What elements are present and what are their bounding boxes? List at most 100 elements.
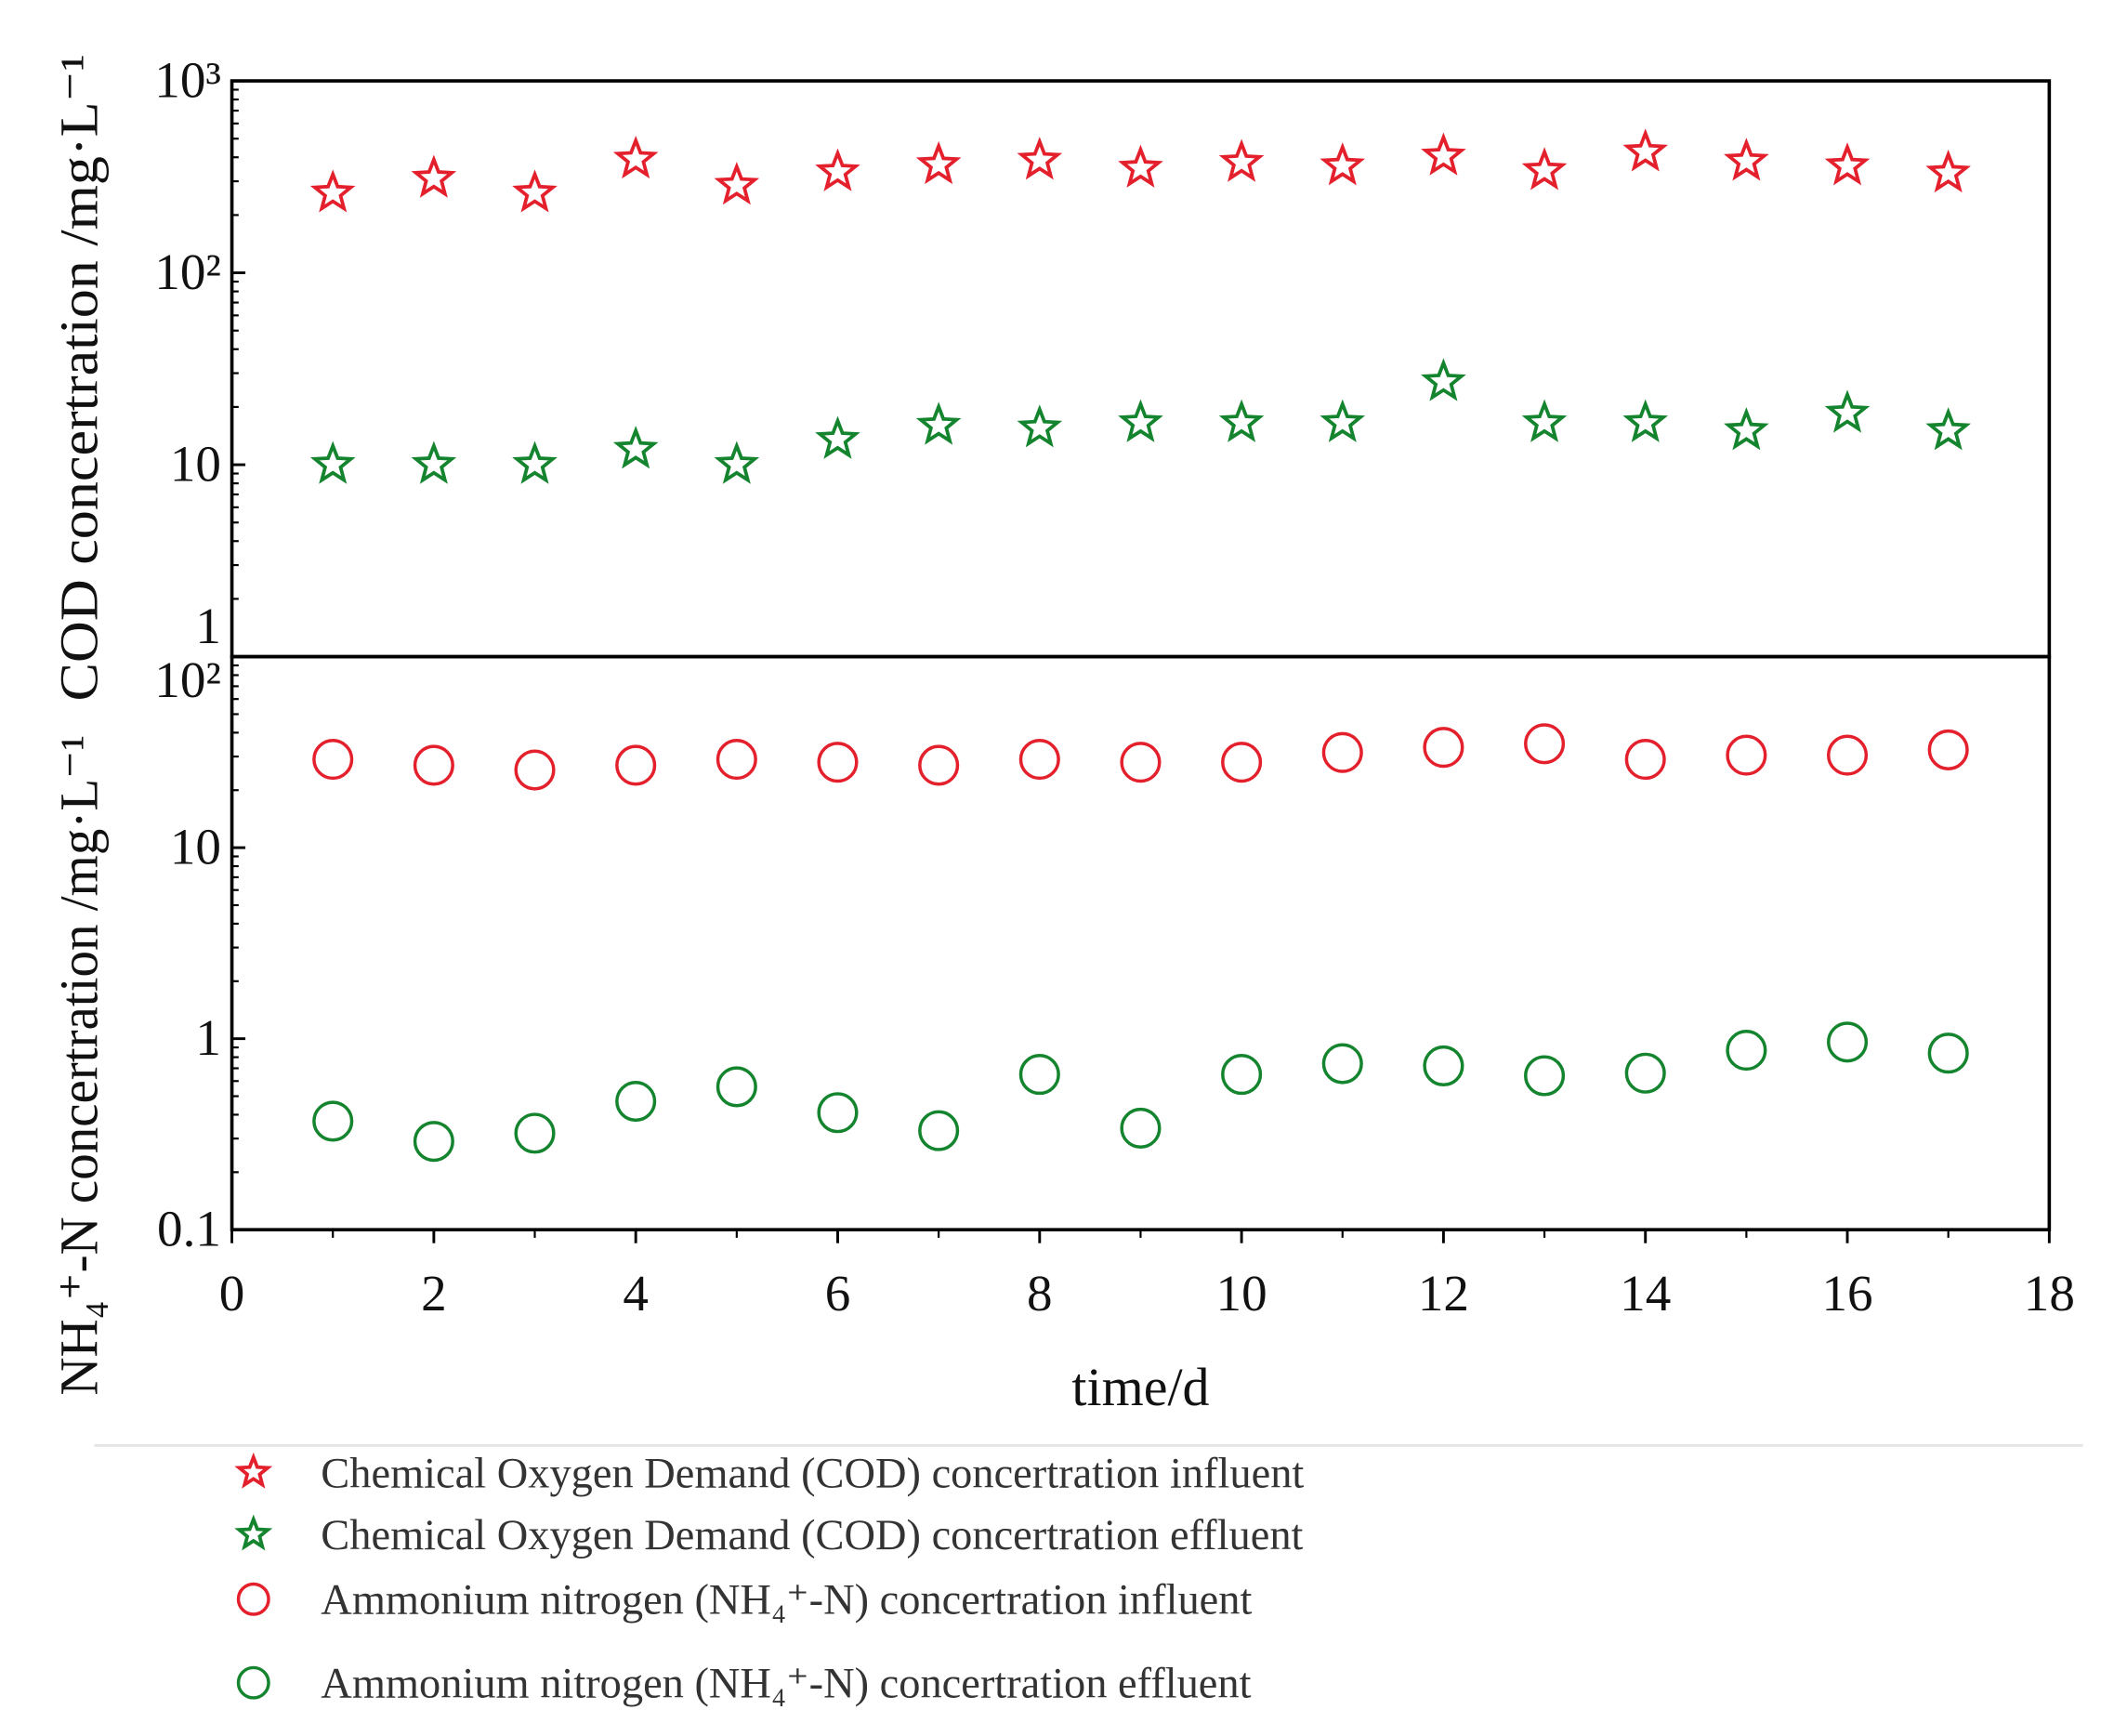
star-marker [1925,407,1971,451]
legend-marker [234,1452,273,1489]
circle-marker [615,1081,657,1123]
circle-marker [1120,1107,1162,1150]
circle-marker [918,1110,960,1151]
circle-marker [1726,734,1767,776]
star-marker [1421,358,1466,401]
circle-marker [1927,1032,1969,1074]
star-marker [1925,149,1971,193]
circle-marker [615,744,657,786]
star-marker [1824,389,1871,433]
x-tick-label: 0 [219,1265,245,1322]
y-tick-label: 10 [170,819,221,875]
star-marker [512,169,558,213]
circle-marker [1321,731,1363,773]
x-tick-label: 2 [421,1265,447,1322]
legend-label: Ammonium nitrogen (NH₄⁺-N) concertration… [321,1577,1252,1624]
star-marker [1218,138,1265,182]
circle-marker [817,742,859,783]
circle-marker [514,1112,556,1154]
y-tick-label: 1 [195,598,221,654]
x-axis-label: time/d [1071,1357,1209,1417]
legend-marker [234,1514,273,1551]
star-marker [714,162,760,205]
star-marker [1017,404,1063,448]
circle-marker [1726,1030,1767,1072]
star-marker [612,135,659,179]
star-marker [411,441,457,484]
y-tick-label: 10² [154,651,221,708]
y-axis-label: COD concertration /mg·L⁻¹ [48,54,109,701]
star-marker [714,441,760,484]
y-tick-label: 10³ [154,51,221,108]
circle-marker [1826,734,1869,776]
circle-marker [312,1100,354,1142]
star-marker [915,401,962,445]
circle-marker [413,1121,454,1163]
x-tick-label: 10 [1216,1265,1267,1322]
circle-marker [1524,1055,1566,1097]
star-marker [612,426,659,469]
star-marker [815,415,860,459]
circle-marker [514,749,556,791]
star-marker [1521,147,1568,191]
circle-marker [918,744,960,786]
circle-marker [1221,1054,1263,1096]
x-tick-label: 14 [1620,1265,1671,1322]
circle-marker [1624,739,1666,781]
legend-label: Chemical Oxygen Demand (COD) concertrati… [321,1512,1303,1559]
legend-label: Chemical Oxygen Demand (COD) concertrati… [321,1450,1304,1497]
y-tick-label: 10² [154,243,221,300]
legend-marker [236,1582,270,1616]
star-marker [1421,132,1466,176]
circle-marker [1927,729,1969,770]
x-tick-label: 12 [1418,1265,1469,1322]
circle-marker [1624,1052,1666,1094]
x-tick-label: 8 [1027,1265,1053,1322]
circle-marker [413,744,454,786]
star-marker [815,148,860,191]
y-tick-label: 10 [170,435,221,492]
circle-marker [716,1066,757,1108]
star-marker [1017,137,1063,180]
x-tick-label: 4 [623,1265,649,1322]
star-marker [1118,399,1163,442]
circle-marker [716,739,757,781]
star-marker [1118,144,1163,188]
star-marker [411,154,457,198]
circle-marker [1423,727,1464,769]
x-tick-label: 18 [2024,1265,2075,1322]
star-marker [915,140,962,185]
star-marker [512,441,558,484]
legend-label: Ammonium nitrogen (NH₄⁺-N) concertration… [321,1661,1251,1708]
x-tick-label: 6 [825,1265,851,1322]
y-tick-label: 1 [195,1009,221,1066]
circle-marker [1221,742,1263,783]
circle-marker [1826,1021,1869,1063]
x-tick-label: 16 [1821,1265,1872,1322]
star-marker [1320,142,1366,186]
star-marker [1622,399,1669,442]
star-marker [1622,128,1669,172]
star-marker [1218,399,1265,442]
star-marker [1320,399,1366,442]
legend-marker [236,1665,270,1700]
y-axis-label: NH₄⁺-N concertration /mg·L⁻¹ [48,735,109,1396]
star-marker [309,169,356,213]
circle-marker [1018,739,1060,781]
star-marker [1724,407,1769,451]
circle-marker [1423,1045,1464,1087]
circle-marker [312,739,354,781]
star-marker [1724,138,1769,181]
plot-frame [230,79,2052,659]
circle-marker [817,1092,859,1134]
star-marker [1521,399,1568,442]
circle-marker [1120,742,1162,783]
star-marker [309,441,356,484]
star-marker [1824,142,1871,186]
y-tick-label: 0.1 [157,1201,221,1257]
circle-marker [1018,1054,1060,1096]
circle-marker [1524,723,1566,765]
circle-marker [1321,1043,1363,1085]
